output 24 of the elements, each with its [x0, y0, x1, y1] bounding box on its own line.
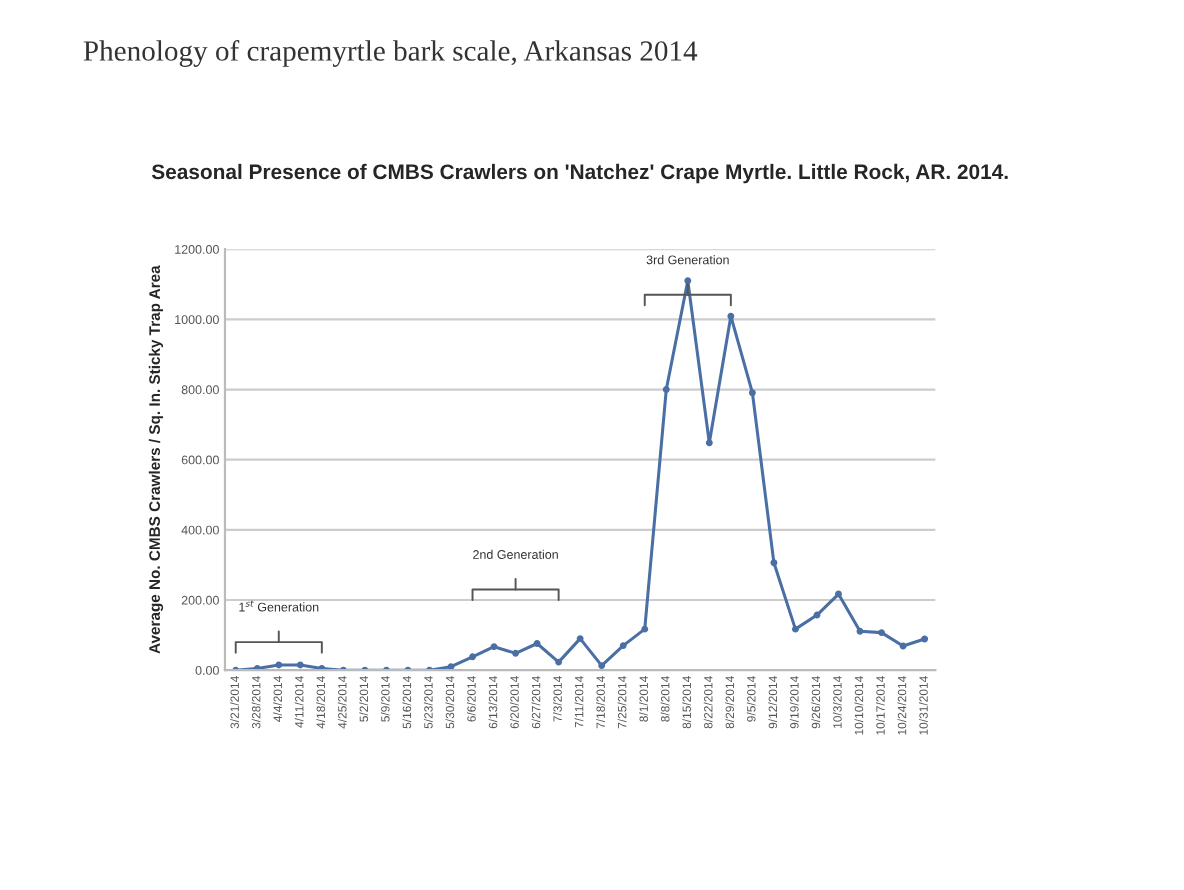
- point: [727, 312, 735, 320]
- chart-subtitle: Seasonal Presence of CMBS Crawlers on 'Natchez' Crape Myrtle. Little Rock, AR. 2014.: [151, 163, 1008, 184]
- point: [921, 635, 929, 643]
- point: [791, 625, 799, 633]
- point: [555, 658, 563, 666]
- point: [576, 635, 584, 643]
- point: [469, 653, 476, 661]
- point: [856, 627, 864, 635]
- point: [684, 277, 692, 285]
- point: [275, 661, 283, 669]
- point: [598, 662, 606, 670]
- point: [641, 625, 649, 633]
- point: [662, 386, 670, 393]
- chart-title: Phenology of crapemyrtle bark scale, Arkansas 2014: [83, 40, 698, 67]
- point: [490, 643, 498, 651]
- point: [878, 629, 886, 637]
- point: [705, 439, 713, 447]
- point: [619, 642, 627, 650]
- point: [835, 590, 842, 598]
- point: [533, 640, 541, 647]
- point: [748, 389, 756, 397]
- point: [770, 559, 778, 567]
- point: [512, 649, 520, 657]
- point: [296, 661, 304, 669]
